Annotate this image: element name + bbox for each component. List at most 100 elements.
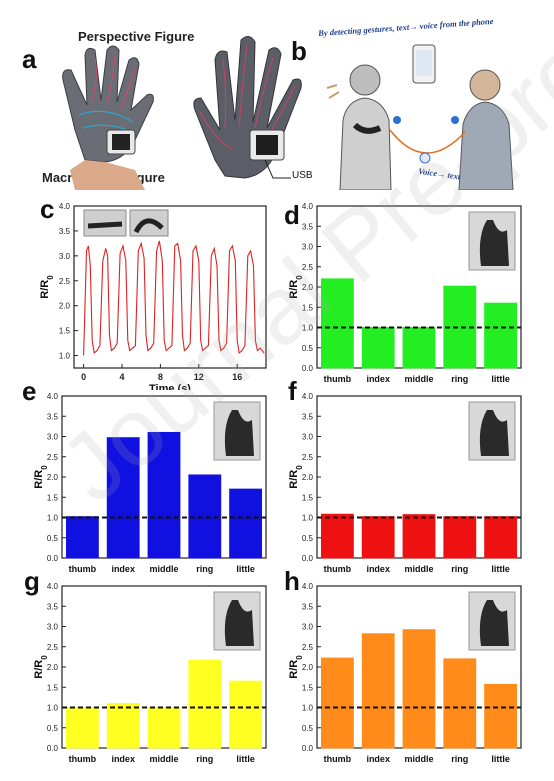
bar <box>320 513 354 559</box>
y-tick-label: 3.5 <box>47 412 59 421</box>
bar <box>65 707 99 749</box>
chart-f: 0.0 0.5 1.0 1.5 2.0 2.5 3.0 3.5 4.0 R/R0 thumb inde… <box>288 392 522 574</box>
y-tick-label: 4.0 <box>47 392 59 401</box>
bar <box>106 702 140 749</box>
y-tick-label: 1.5 <box>302 303 314 312</box>
x-tick-label: index <box>366 564 390 574</box>
y-tick-label: 2.5 <box>47 453 59 462</box>
y-tick-label: 0.5 <box>302 534 314 543</box>
bar <box>361 633 395 749</box>
plot-frame <box>73 205 267 369</box>
y-axis-label: R/R0 <box>33 655 49 679</box>
y-tick-label: 0.5 <box>302 344 314 353</box>
chart-c: 1.0 1.5 2.0 2.5 3.0 3.5 4.0 0 4 8 12 16 Time (s) R/R0 <box>39 202 267 390</box>
x-tick-label: thumb <box>324 754 352 764</box>
panel-b-letter: b <box>291 36 307 66</box>
bar <box>484 516 518 559</box>
y-tick-label: 2.5 <box>59 277 71 286</box>
panel-d-letter: d <box>284 200 300 230</box>
bar <box>188 659 222 749</box>
bar <box>320 657 354 749</box>
right-person-illustration <box>458 69 514 190</box>
usb-label: USB <box>292 170 313 181</box>
panel-h-letter: h <box>284 566 300 596</box>
y-tick-label: 2.0 <box>302 663 314 672</box>
x-tick-label: index <box>366 374 390 384</box>
x-tick-label: little <box>236 564 255 574</box>
y-tick-label: 1.5 <box>59 327 71 336</box>
x-tick-label: middle <box>149 564 178 574</box>
y-tick-label: 4.0 <box>302 582 314 591</box>
x-tick-label: little <box>491 564 510 574</box>
x-tick-label: ring <box>451 754 468 764</box>
bar <box>106 437 140 559</box>
y-tick-label: 0.0 <box>302 554 314 563</box>
x-tick-label: thumb <box>69 754 97 764</box>
x-tick-label: 4 <box>119 372 124 382</box>
hand-photo-inset <box>468 401 516 461</box>
bar <box>443 658 477 749</box>
y-tick-label: 1.5 <box>302 493 314 502</box>
hand-photo-inset <box>468 591 516 651</box>
bar <box>484 683 518 749</box>
y-tick-label: 1.0 <box>302 704 314 713</box>
y-tick-label: 3.0 <box>47 433 59 442</box>
bar <box>147 707 181 749</box>
x-tick-label: thumb <box>69 564 97 574</box>
panel-b-top-text: By detecting gestures, text→ voice from … <box>317 15 494 39</box>
y-tick-label: 2.0 <box>47 473 59 482</box>
bar <box>229 680 263 749</box>
y-tick-label: 1.0 <box>47 514 59 523</box>
bar <box>147 431 181 559</box>
y-tick-label: 1.5 <box>47 493 59 502</box>
panel-g-letter: g <box>24 566 40 596</box>
y-tick-label: 4.0 <box>59 202 71 211</box>
y-tick-label: 0.0 <box>302 364 314 373</box>
y-tick-label: 3.0 <box>302 433 314 442</box>
hand-photo-inset <box>468 211 516 271</box>
panel-c-letter: c <box>40 194 55 224</box>
bar <box>188 474 222 559</box>
y-tick-label: 1.0 <box>302 324 314 333</box>
x-tick-label: middle <box>404 754 433 764</box>
bar <box>320 278 354 369</box>
y-tick-label: 0.0 <box>302 744 314 753</box>
y-tick-label: 2.5 <box>302 643 314 652</box>
y-tick-label: 1.0 <box>47 704 59 713</box>
y-tick-label: 0.0 <box>47 554 59 563</box>
x-tick-label: ring <box>451 374 468 384</box>
y-tick-label: 3.0 <box>302 243 314 252</box>
bar <box>402 327 436 369</box>
y-tick-label: 0.0 <box>47 744 59 753</box>
x-tick-label: middle <box>404 564 433 574</box>
y-axis-label: R/R0 <box>288 275 304 299</box>
y-tick-label: 3.0 <box>47 623 59 632</box>
y-axis-label: R/R0 <box>33 465 49 489</box>
y-tick-label: 3.0 <box>59 252 71 261</box>
x-tick-label: middle <box>149 754 178 764</box>
panel-b-illustration <box>326 44 514 190</box>
y-tick-label: 3.5 <box>59 227 71 236</box>
panel-a-illustration <box>62 36 302 190</box>
y-tick-label: 0.5 <box>47 724 59 733</box>
macroscopic-glove-illustration <box>62 45 154 190</box>
y-tick-label: 3.5 <box>47 602 59 611</box>
y-tick-label: 4.0 <box>302 392 314 401</box>
y-tick-label: 2.0 <box>47 663 59 672</box>
x-tick-label: thumb <box>324 564 352 574</box>
bar <box>402 514 436 559</box>
x-tick-label: ring <box>451 564 468 574</box>
x-tick-label: little <box>491 374 510 384</box>
chart-e: 0.0 0.5 1.0 1.5 2.0 2.5 3.0 3.5 4.0 R/R0 thumb inde… <box>33 392 267 574</box>
y-axis-label: R/R0 <box>288 655 304 679</box>
y-tick-label: 1.0 <box>59 352 71 361</box>
hand-photo-inset <box>213 591 261 651</box>
y-tick-label: 1.5 <box>302 683 314 692</box>
x-tick-label: thumb <box>324 374 352 384</box>
y-tick-label: 3.5 <box>302 602 314 611</box>
y-tick-label: 3.0 <box>302 623 314 632</box>
x-tick-label: 16 <box>232 372 242 382</box>
y-tick-label: 3.5 <box>302 222 314 231</box>
x-tick-label: ring <box>196 564 213 574</box>
x-axis-label: Time (s) <box>149 383 191 390</box>
